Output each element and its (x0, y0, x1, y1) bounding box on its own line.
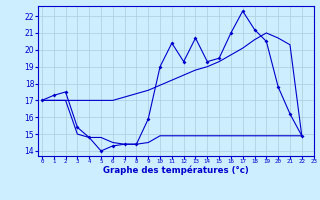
X-axis label: Graphe des températures (°c): Graphe des températures (°c) (103, 166, 249, 175)
